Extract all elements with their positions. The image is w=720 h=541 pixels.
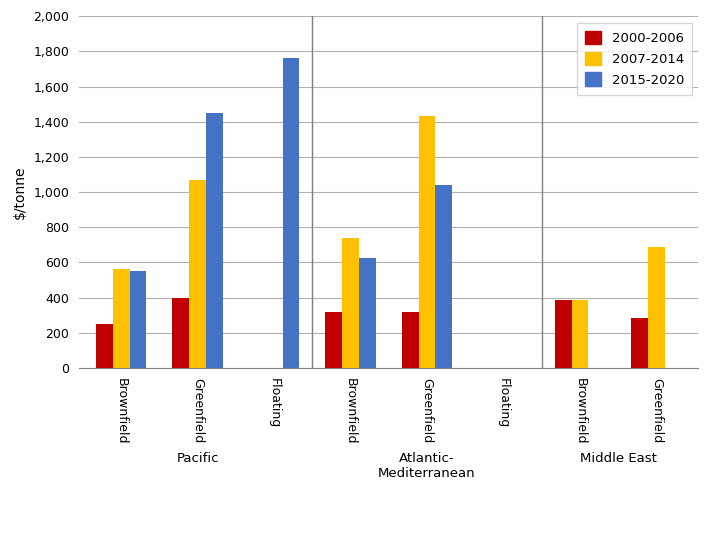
Bar [113, 269, 130, 368]
Bar [436, 185, 452, 368]
Bar [189, 180, 206, 368]
Bar [359, 258, 376, 368]
Y-axis label: $/tonne: $/tonne [13, 166, 27, 219]
Bar [96, 324, 113, 368]
Bar [130, 271, 146, 368]
Text: Atlantic-
Mediterranean: Atlantic- Mediterranean [378, 452, 476, 480]
Legend: 2000-2006, 2007-2014, 2015-2020: 2000-2006, 2007-2014, 2015-2020 [577, 23, 692, 95]
Bar [554, 300, 572, 368]
Bar [206, 113, 223, 368]
Bar [173, 298, 189, 368]
Bar [282, 58, 300, 368]
Bar [342, 238, 359, 368]
Bar [572, 300, 588, 368]
Text: Pacific: Pacific [176, 452, 219, 465]
Bar [325, 312, 342, 368]
Bar [648, 247, 665, 368]
Bar [418, 116, 436, 368]
Bar [631, 318, 648, 368]
Bar [402, 313, 418, 368]
Text: Middle East: Middle East [580, 452, 657, 465]
